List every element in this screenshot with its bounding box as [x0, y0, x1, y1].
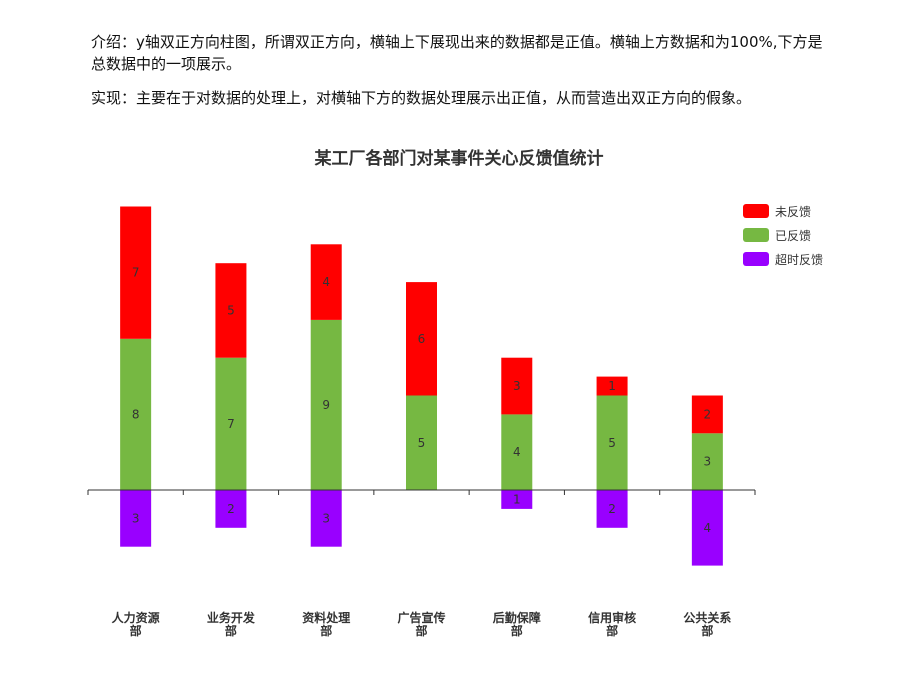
chart-legend: 未反馈 已反馈 超时反馈 — [743, 199, 823, 271]
data-label-unfed: 1 — [608, 379, 616, 393]
implementation-paragraph: 实现：主要在于对数据的处理上，对横轴下方的数据处理展示出正值，从而营造出双正方向… — [91, 89, 752, 107]
bar-timeout[interactable] — [215, 490, 247, 528]
data-label-unfed: 2 — [704, 407, 712, 421]
x-tick-label-line: 人力资源 — [112, 610, 160, 625]
bar-timeout[interactable] — [120, 490, 152, 547]
x-tick-label: 后勤保障部 — [493, 610, 541, 638]
bar-unfed[interactable] — [120, 206, 152, 339]
intro-text: 介绍：y轴双正方向柱图，所谓双正方向，横轴上下展现出来的数据都是正值。横轴上方数… — [91, 31, 831, 121]
data-label-fed: 4 — [513, 445, 521, 459]
x-tick-label-line: 信用审核 — [588, 610, 636, 625]
data-label-timeout: 2 — [608, 502, 616, 516]
legend-item-unfed[interactable]: 未反馈 — [743, 199, 823, 223]
bar-fed[interactable] — [215, 357, 247, 490]
bar-timeout[interactable] — [501, 490, 533, 509]
data-label-fed: 5 — [608, 436, 616, 450]
x-tick-label-line: 后勤保障 — [493, 610, 541, 625]
x-tick-label-line: 广告宣传 — [397, 610, 445, 625]
data-label-unfed: 5 — [227, 303, 235, 317]
x-tick-label: 资料处理部 — [302, 610, 350, 638]
bar-unfed[interactable] — [691, 395, 723, 434]
data-label-unfed: 4 — [322, 275, 330, 289]
x-tick-label-line: 部 — [130, 623, 142, 638]
bar-unfed[interactable] — [406, 282, 437, 396]
data-label-timeout: 2 — [227, 502, 235, 516]
data-label-fed: 8 — [132, 407, 140, 421]
x-tick-label-line: 资料处理 — [302, 610, 350, 625]
data-label-unfed: 6 — [418, 332, 426, 346]
x-tick-label: 广告宣传部 — [397, 610, 445, 638]
bar-timeout[interactable] — [691, 490, 723, 566]
legend-swatch-fed — [743, 228, 769, 242]
bar-unfed[interactable] — [501, 357, 533, 415]
data-label-fed: 3 — [704, 455, 712, 469]
chart-title: 某工厂各部门对某事件关心反馈值统计 — [314, 149, 604, 169]
intro-paragraph: 介绍：y轴双正方向柱图，所谓双正方向，横轴上下展现出来的数据都是正值。横轴上方数… — [91, 33, 823, 73]
x-tick-label-line: 部 — [701, 623, 713, 638]
x-tick-label-line: 部 — [511, 623, 523, 638]
legend-label-timeout: 超时反馈 — [775, 252, 824, 267]
x-tick-label: 业务开发部 — [207, 610, 256, 638]
bar-fed[interactable] — [691, 433, 723, 490]
bar-fed[interactable] — [501, 414, 533, 490]
legend-swatch-unfed — [743, 204, 769, 218]
legend-item-fed[interactable]: 已反馈 — [743, 223, 823, 247]
legend-label-fed: 已反馈 — [775, 228, 812, 243]
data-label-timeout: 3 — [132, 511, 140, 525]
bar-fed[interactable] — [596, 395, 628, 491]
x-tick-label-line: 部 — [606, 623, 618, 638]
bar-unfed[interactable] — [310, 244, 342, 320]
data-label-unfed: 7 — [132, 266, 140, 280]
x-tick-label: 人力资源部 — [112, 610, 160, 638]
data-label-timeout: 1 — [513, 492, 521, 506]
x-tick-label-line: 部 — [415, 623, 427, 638]
x-tick-label-line: 部 — [320, 623, 332, 638]
bar-timeout[interactable] — [596, 490, 628, 528]
data-label-fed: 9 — [322, 398, 330, 412]
data-label-fed: 7 — [227, 417, 235, 431]
x-tick-label-line: 业务开发 — [207, 610, 256, 625]
legend-item-timeout[interactable]: 超时反馈 — [743, 247, 823, 271]
bar-fed[interactable] — [120, 338, 152, 490]
x-tick-label-line: 部 — [225, 623, 237, 638]
bar-fed[interactable] — [406, 395, 437, 491]
data-label-fed: 5 — [418, 436, 426, 450]
legend-swatch-timeout — [743, 252, 769, 266]
bar-fed[interactable] — [310, 319, 342, 490]
legend-label-unfed: 未反馈 — [775, 204, 812, 219]
data-label-timeout: 3 — [322, 511, 330, 525]
data-label-timeout: 4 — [704, 521, 712, 535]
bar-unfed[interactable] — [215, 263, 247, 358]
x-tick-label: 公共关系部 — [683, 610, 731, 638]
data-label-unfed: 3 — [513, 379, 521, 393]
x-tick-label: 信用审核部 — [588, 610, 636, 638]
bar-timeout[interactable] — [310, 490, 342, 547]
bar-unfed[interactable] — [596, 376, 628, 396]
x-tick-label-line: 公共关系 — [683, 610, 731, 625]
